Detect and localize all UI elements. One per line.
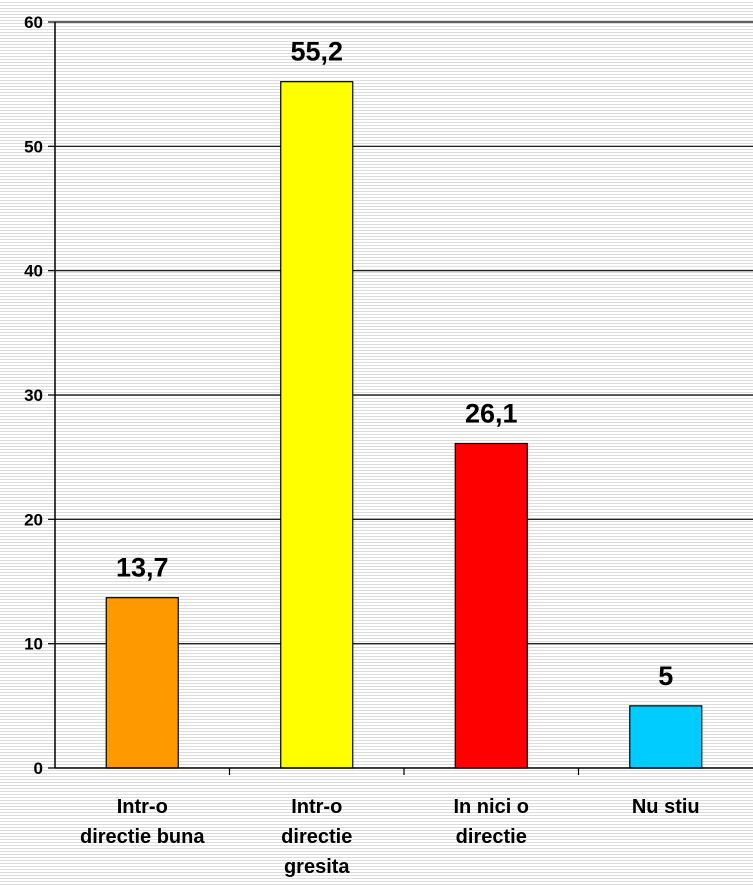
bar: [280, 81, 354, 769]
x-category-label-line: directie: [281, 826, 352, 848]
gridlines: [55, 21, 753, 645]
x-category-label-line: directie buna: [80, 826, 205, 848]
data-label: 26,1: [465, 398, 518, 428]
x-category-label: Intr-o directie gresita: [281, 796, 352, 878]
bars: [105, 81, 703, 769]
bar: [629, 705, 703, 769]
y-tick-labels: 0 10 20 30 40 50 60: [24, 13, 43, 778]
x-category-labels: Intr-o directie buna Intr-o directie gresita…: [80, 796, 700, 878]
x-category-label-line: Intr-o: [291, 796, 342, 818]
x-category-label: In nici o directie: [453, 796, 529, 848]
y-tick-label: 20: [24, 510, 43, 529]
x-category-label: Nu stiu: [632, 796, 700, 818]
x-category-label-line: In nici o: [453, 796, 529, 818]
bar: [454, 442, 528, 769]
x-category-label-line: gresita: [284, 856, 350, 878]
data-label: 5: [658, 661, 673, 691]
y-tick-label: 10: [24, 635, 43, 654]
axes: [48, 21, 753, 775]
y-tick-label: 40: [24, 262, 43, 281]
bar: [105, 597, 179, 769]
x-category-label-line: Intr-o: [117, 796, 168, 818]
data-label: 55,2: [290, 37, 343, 67]
y-tick-label: 0: [34, 759, 43, 778]
data-labels: 13,7 55,2 26,1 5: [116, 37, 673, 691]
x-category-label: Intr-o directie buna: [80, 796, 205, 848]
y-tick-label: 30: [24, 386, 43, 405]
x-category-label-line: directie: [456, 826, 527, 848]
y-tick-label: 50: [24, 137, 43, 156]
x-category-label-line: Nu stiu: [632, 796, 700, 818]
y-tick-label: 60: [24, 13, 43, 32]
data-label: 13,7: [116, 553, 169, 583]
